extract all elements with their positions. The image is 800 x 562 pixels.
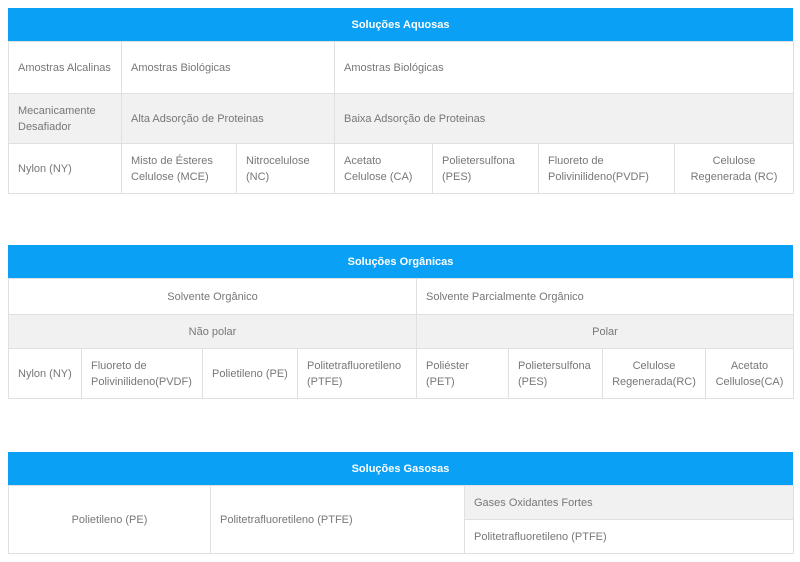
aqueous-solutions-section: Soluções Aquosas Amostras Alcalinas Amos… [8,8,795,194]
section-header: Soluções Gasosas [8,452,793,485]
table-cell: Baixa Adsorção de Proteinas [333,93,795,144]
aqueous-table: Amostras Alcalinas Amostras Biológicas A… [8,41,795,194]
table-cell: Mecanicamente Desafiador [8,93,122,144]
table-cell: Politetrafluoretileno (PTFE) [210,485,465,554]
table-cell: Solvente Parcialmente Orgânico [416,278,794,315]
table-cell: Celulose Regenerada(RC) [602,348,706,399]
table-cell: Misto de Ésteres Celulose (MCE) [121,143,237,194]
table-cell: Polietersulfona (PES) [432,143,539,194]
table-cell: Nylon (NY) [8,143,122,194]
gaseous-table: Polietileno (PE) Politetrafluoretileno (… [8,485,794,554]
table-cell: Polietersulfona (PES) [508,348,603,399]
organic-solutions-section: Soluções Orgânicas Solvente Orgânico Sol… [8,245,794,399]
table-cell: Polar [416,314,794,349]
table-cell: Nitrocelulose (NC) [236,143,335,194]
table-cell: Nylon (NY) [8,348,82,399]
table-cell: Amostras Alcalinas [8,41,122,94]
table-cell: Fluoreto de Polivinilideno(PVDF) [538,143,675,194]
table-cell: Fluoreto de Polivinilideno(PVDF) [81,348,203,399]
table-cell: Polietileno (PE) [8,485,211,554]
table-cell: Amostras Biológicas [121,41,335,94]
organic-table: Solvente Orgânico Solvente Parcialmente … [8,278,794,399]
table-cell: Acetato Cellulose(CA) [705,348,794,399]
table-cell: Politetrafluoretileno (PTFE) [297,348,417,399]
table-cell: Alta Adsorção de Proteinas [121,93,335,144]
table-cell: Poliéster (PET) [416,348,509,399]
gaseous-solutions-section: Soluções Gasosas Polietileno (PE) Polite… [8,452,794,554]
section-header: Soluções Orgânicas [8,245,793,278]
section-header: Soluções Aquosas [8,8,793,41]
table-cell: Polietileno (PE) [202,348,298,399]
table-cell: Amostras Biológicas [333,41,795,94]
table-cell: Solvente Orgânico [8,278,417,315]
table-cell: Gases Oxidantes Fortes [464,485,794,520]
table-cell: Celulose Regenerada (RC) [673,143,795,194]
table-cell: Não polar [8,314,417,349]
table-cell: Politetrafluoretileno (PTFE) [464,519,794,554]
table-cell: Acetato Celulose (CA) [334,143,433,194]
